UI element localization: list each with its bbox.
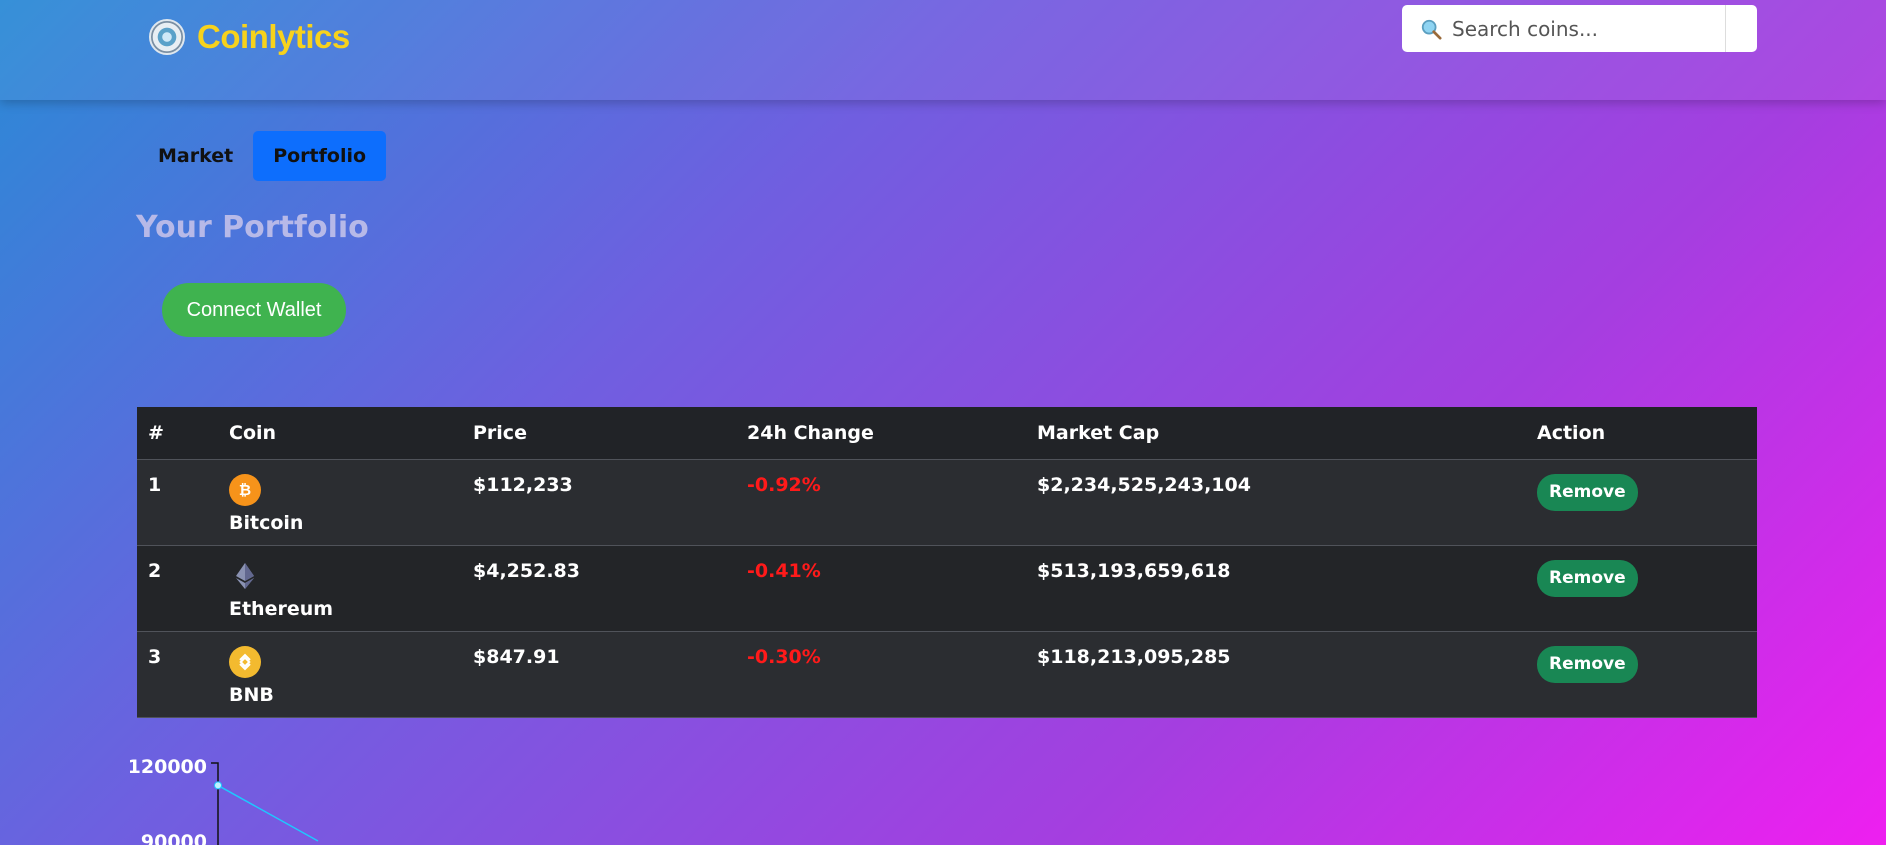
- tab-market[interactable]: Market: [158, 145, 234, 167]
- portfolio-title: Your Portfolio: [136, 210, 369, 245]
- remove-button[interactable]: Remove: [1537, 559, 1638, 597]
- action-cell: Remove: [1526, 545, 1757, 632]
- coin-name: BNB: [229, 683, 274, 706]
- chart-svg: 120000 90000: [130, 756, 319, 845]
- table-row: 2 Ethereum $4,25: [137, 545, 1757, 632]
- view-tabs: Market Portfolio: [138, 131, 387, 181]
- action-cell: Remove: [1526, 459, 1757, 546]
- ethereum-icon: [229, 560, 261, 592]
- market-cap-cell: $118,213,095,285: [1026, 631, 1526, 718]
- table-row: 3 BNB: [137, 631, 1757, 718]
- y-tick-label: 120000: [130, 756, 207, 778]
- top-bar: Coinlytics: [0, 0, 1886, 100]
- market-cap-cell: $513,193,659,618: [1026, 545, 1526, 632]
- coin-cell: ₿ Bitcoin: [218, 459, 462, 546]
- portfolio-table: # Coin Price 24h Change Market Cap Actio…: [137, 407, 1757, 718]
- change-cell: -0.41%: [736, 545, 1026, 632]
- market-cap-cell: $2,234,525,243,104: [1026, 459, 1526, 546]
- coin-name: Ethereum: [229, 597, 334, 620]
- search-divider: [1725, 5, 1726, 52]
- y-axis-line: [211, 762, 219, 845]
- price-cell: $847.91: [462, 631, 736, 718]
- column-change: 24h Change: [736, 407, 1026, 460]
- portfolio-chart: 120000 90000: [130, 756, 530, 845]
- column-market-cap: Market Cap: [1026, 407, 1526, 460]
- y-tick-label: 90000: [141, 831, 207, 845]
- series-line: [217, 784, 319, 842]
- bitcoin-icon: ₿: [229, 473, 261, 506]
- change-cell: -0.30%: [736, 631, 1026, 718]
- search-input[interactable]: [1452, 11, 1722, 46]
- remove-button[interactable]: Remove: [1537, 473, 1638, 511]
- column-rank: #: [137, 407, 218, 460]
- brand-name: Coinlytics: [197, 18, 350, 55]
- column-price: Price: [462, 407, 736, 460]
- remove-button[interactable]: Remove: [1537, 645, 1638, 683]
- action-cell: Remove: [1526, 631, 1757, 718]
- column-action: Action: [1526, 407, 1757, 460]
- svg-text:₿: ₿: [239, 481, 251, 499]
- search-box: [1402, 5, 1757, 52]
- table-row: 1 ₿ Bitcoin $112,233 -0.92% $2,234,525,2…: [137, 459, 1757, 546]
- price-cell: $4,252.83: [462, 545, 736, 632]
- coin-cell: BNB: [218, 631, 462, 718]
- rank-cell: 1: [137, 459, 218, 546]
- coin-logo-icon: [149, 19, 185, 55]
- rank-cell: 3: [137, 631, 218, 718]
- rank-cell: 2: [137, 545, 218, 632]
- data-point[interactable]: [214, 781, 222, 790]
- bnb-icon: [229, 645, 261, 678]
- table-header-row: # Coin Price 24h Change Market Cap Actio…: [137, 407, 1757, 460]
- connect-wallet-button[interactable]: Connect Wallet: [162, 283, 346, 337]
- column-coin: Coin: [218, 407, 462, 460]
- coin-name: Bitcoin: [229, 511, 304, 534]
- change-cell: -0.92%: [736, 459, 1026, 546]
- search-icon: [1421, 19, 1442, 40]
- brand-logo[interactable]: Coinlytics: [149, 18, 350, 56]
- tab-portfolio[interactable]: Portfolio: [253, 131, 387, 181]
- coin-cell: Ethereum: [218, 545, 462, 632]
- price-cell: $112,233: [462, 459, 736, 546]
